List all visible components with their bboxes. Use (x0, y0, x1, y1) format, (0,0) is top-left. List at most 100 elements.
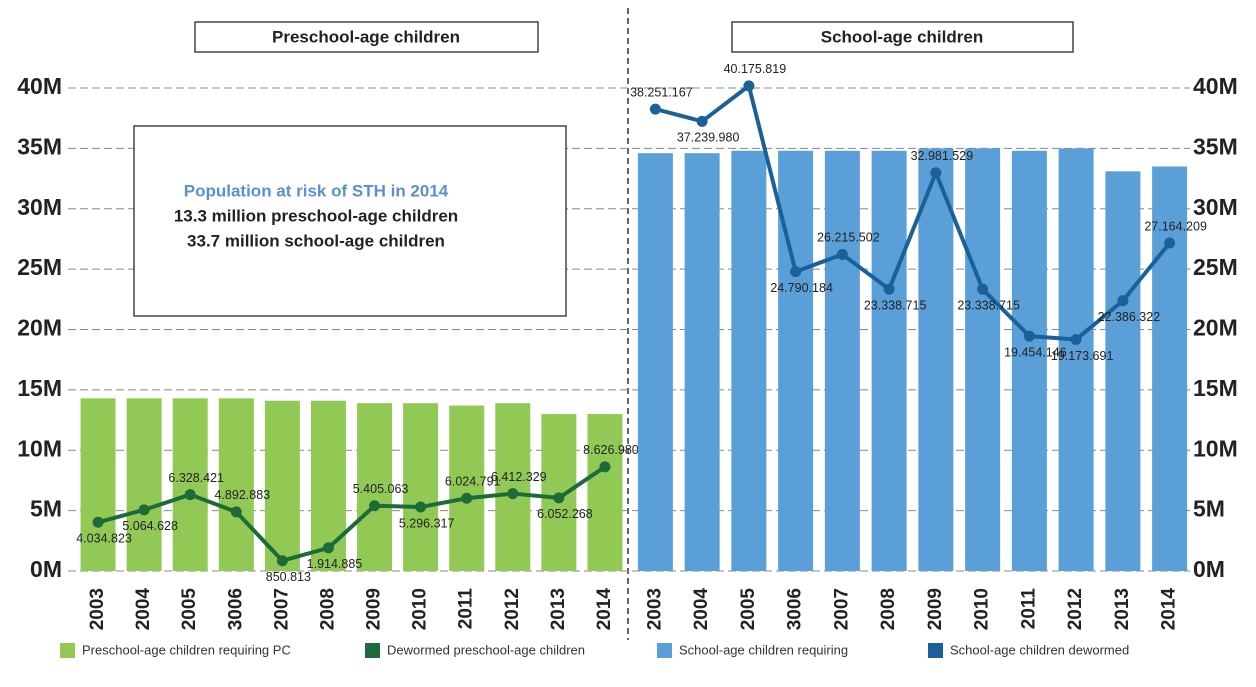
bar (449, 405, 485, 571)
line (97, 465, 607, 563)
y-tick-label: 40M (17, 73, 62, 99)
x-tick-label: 2005 (179, 588, 200, 631)
annotation-text: Population at risk of STH in 2014 (184, 181, 449, 200)
bar (80, 398, 116, 571)
line-point (461, 492, 473, 504)
panel-title: Preschool-age children (272, 27, 460, 46)
line-point (553, 492, 565, 504)
bar (1105, 171, 1141, 571)
x-tick-label: 2010 (972, 588, 993, 630)
y-tick-label: 30M (17, 194, 62, 220)
line-point (230, 506, 242, 518)
y-tick-label: 35M (1193, 133, 1238, 159)
bar (218, 398, 254, 571)
line-point (649, 103, 661, 115)
legend-label: School-age children requiring (679, 642, 848, 657)
x-tick-label: 2014 (594, 588, 615, 631)
bar (403, 403, 439, 571)
data-label: 37.239.980 (677, 131, 740, 145)
line-point (138, 504, 150, 516)
line-point (1164, 237, 1176, 249)
data-label: 23.338.715 (957, 298, 1020, 312)
data-label: 5.296.317 (399, 516, 455, 530)
x-tick-label: 2010 (410, 588, 431, 630)
x-tick-label: 2007 (271, 588, 292, 630)
annotation-box (133, 125, 567, 317)
bar (1011, 150, 1047, 572)
x-tick-label: 2008 (878, 588, 899, 630)
bar (824, 150, 860, 572)
bar (871, 150, 907, 572)
data-label: 4.034.823 (76, 532, 132, 546)
y-tick-label: 30M (1193, 194, 1238, 220)
y-tick-label: 10M (17, 435, 62, 461)
line-point (836, 248, 848, 260)
data-label: 24.790.184 (770, 281, 833, 295)
data-label: 19.173.691 (1051, 349, 1114, 363)
panel-header-box (731, 21, 1074, 53)
bar (684, 153, 720, 571)
data-label: 23.338.715 (864, 298, 927, 312)
bar (918, 148, 954, 571)
y-tick-label: 25M (1193, 254, 1238, 280)
y-tick-label: 40M (1193, 73, 1238, 99)
annotation-text: 13.3 million preschool-age children (174, 206, 458, 225)
data-label: 6.328.421 (168, 471, 224, 485)
bar (126, 398, 162, 571)
bar (172, 398, 208, 571)
bar (731, 150, 767, 572)
data-label: 22.386.322 (1098, 310, 1161, 324)
data-label: 5.064.628 (122, 519, 178, 533)
y-tick-label: 20M (17, 315, 62, 341)
bar (587, 414, 623, 571)
data-label: 32.981.529 (911, 149, 974, 163)
bar (264, 400, 300, 571)
data-label: 8.626.980 (583, 443, 639, 457)
x-tick-label: 2013 (1112, 588, 1133, 630)
x-tick-label: 2014 (1159, 588, 1180, 631)
x-tick-label: 2007 (831, 588, 852, 630)
y-tick-label: 35M (17, 133, 62, 159)
legend-label: School-age children dewormed (950, 642, 1129, 657)
x-tick-label: 2012 (502, 588, 523, 630)
panel-title: School-age children (821, 27, 983, 46)
line-point (790, 266, 802, 278)
bar (1152, 166, 1188, 572)
x-tick-label: 2013 (548, 588, 569, 630)
x-tick-label: 2008 (317, 588, 338, 630)
bar (495, 403, 531, 571)
y-tick-label: 25M (17, 254, 62, 280)
x-tick-label: 2003 (644, 588, 665, 630)
x-tick-label: 2003 (87, 588, 108, 630)
legend-swatch (60, 643, 75, 658)
line-point (599, 461, 611, 473)
line (654, 83, 1172, 342)
y-tick-label: 0M (30, 556, 62, 582)
y-tick-label: 5M (30, 496, 62, 522)
legend-swatch (365, 643, 380, 658)
x-tick-label: 2004 (133, 588, 154, 631)
legend-swatch (928, 643, 943, 658)
line-point (415, 501, 427, 513)
data-label: 38.251.167 (630, 85, 693, 99)
x-tick-label: 2011 (1018, 588, 1039, 630)
legend-swatch (657, 643, 672, 658)
line-point (92, 516, 104, 528)
line-point (369, 500, 381, 512)
y-tick-label: 20M (1193, 315, 1238, 341)
line-point (883, 283, 895, 295)
data-label: 27.164.209 (1144, 219, 1207, 233)
data-label: 6.412.329 (491, 470, 547, 484)
bar (1058, 148, 1094, 571)
line-point (322, 542, 334, 554)
y-tick-label: 10M (1193, 435, 1238, 461)
bar (637, 153, 673, 571)
data-label: 40.175.819 (724, 62, 787, 76)
legend-label: Dewormed preschool-age children (387, 642, 585, 657)
line-point (276, 555, 288, 567)
annotation-text: 33.7 million school-age children (187, 231, 445, 250)
line-point (1070, 333, 1082, 345)
x-tick-label: 3006 (225, 588, 246, 630)
x-tick-label: 2009 (925, 588, 946, 630)
